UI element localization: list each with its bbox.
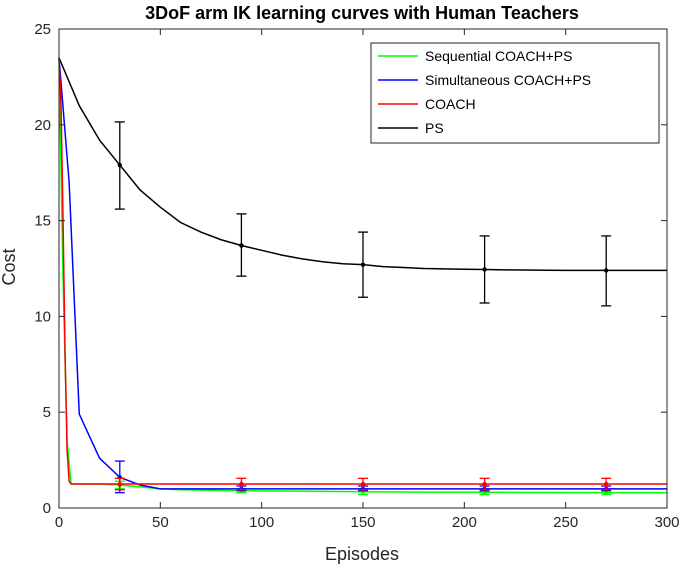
axes-layer: 0 50 100 150 200 250 300 0 5 10 15 20 25	[34, 21, 679, 531]
data-point-ps	[482, 267, 487, 272]
error-bar-coach	[479, 477, 490, 491]
error-bar-coach	[358, 477, 368, 491]
series-line-coach	[58, 57, 667, 485]
y-tick-label: 10	[34, 308, 51, 325]
series-layer	[58, 57, 667, 496]
legend: Sequential COACH+PS Simultaneous COACH+PS…	[370, 42, 660, 144]
y-tick-label: 25	[34, 21, 51, 38]
y-axis-label: Cost	[0, 248, 19, 285]
data-point-ps	[360, 262, 366, 267]
x-tick-label: 100	[249, 514, 274, 531]
error-bar-coach	[236, 477, 247, 491]
x-tick-label: 150	[350, 514, 375, 531]
legend-entry-simultaneous-coach-ps: Simultaneous COACH+PS	[425, 72, 591, 88]
error-bar-coach	[114, 477, 125, 491]
x-tick-label: 300	[654, 514, 679, 531]
x-tick-label: 200	[452, 514, 477, 531]
x-axis-label: Episodes	[325, 544, 399, 564]
legend-entry-sequential-coach-ps: Sequential COACH+PS	[425, 48, 572, 64]
data-point-ps	[117, 162, 123, 168]
error-bar-ps	[358, 231, 368, 298]
x-tick-label: 50	[152, 514, 169, 531]
y-tick-label: 0	[43, 500, 51, 517]
x-tick-label: 0	[55, 514, 63, 531]
series-line-simultaneous-coach-ps	[58, 57, 667, 490]
y-tick-label: 20	[34, 117, 51, 134]
data-point-coach	[239, 481, 244, 487]
data-point-coach	[604, 481, 609, 487]
data-point-sequential-coach-ps	[604, 490, 609, 495]
y-tick-label: 15	[34, 213, 51, 230]
legend-entry-coach: COACH	[425, 96, 476, 112]
chart-title: 3DoF arm IK learning curves with Human T…	[145, 3, 579, 23]
x-tick-label: 250	[553, 514, 578, 531]
data-point-coach	[482, 481, 487, 487]
data-point-coach	[360, 481, 366, 487]
data-point-ps	[604, 268, 609, 273]
legend-entry-ps: PS	[425, 120, 444, 136]
error-bar-ps	[479, 235, 490, 304]
data-point-coach	[117, 481, 123, 487]
series-ps	[58, 57, 667, 307]
y-tick-label: 5	[43, 404, 51, 421]
error-bar-coach	[601, 477, 612, 491]
error-bar-ps	[236, 213, 247, 277]
series-coach	[58, 57, 667, 491]
error-bar-ps	[601, 235, 612, 307]
data-point-ps	[239, 243, 244, 248]
error-bar-ps	[114, 121, 125, 210]
legend-box	[370, 42, 660, 144]
